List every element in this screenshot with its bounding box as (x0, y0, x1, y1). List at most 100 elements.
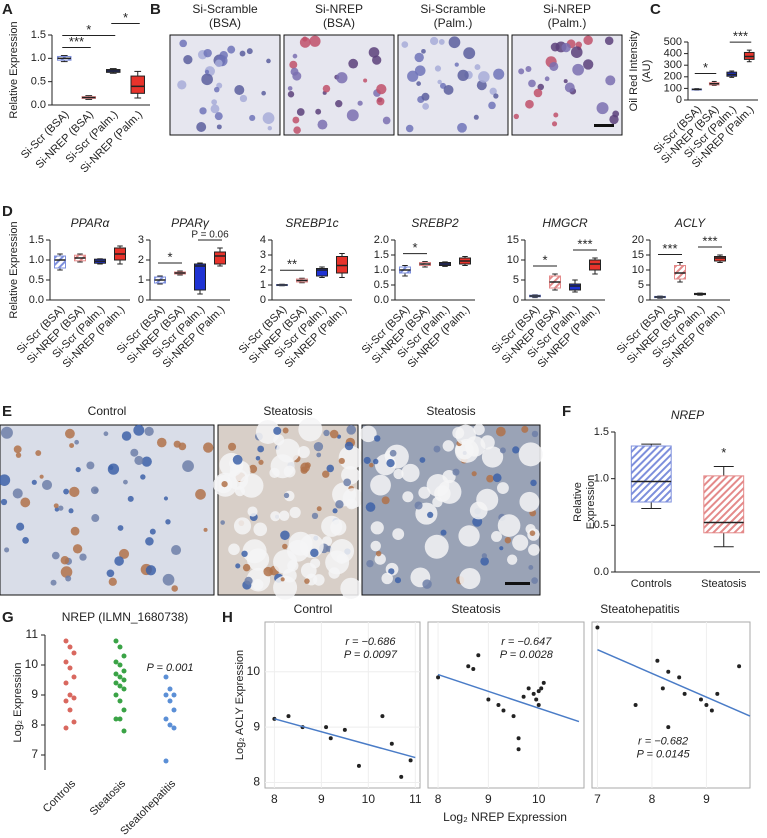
cell (63, 488, 70, 495)
cell (529, 530, 536, 536)
point (121, 707, 127, 713)
image-caption: Steatosis (263, 404, 312, 418)
significance-label: *** (733, 29, 748, 44)
y-tick-label: 10 (632, 264, 644, 276)
cell (103, 431, 109, 437)
cell (214, 112, 223, 121)
significance-label: * (86, 22, 91, 37)
cell (220, 520, 225, 525)
annotation: P = 0.0145 (637, 749, 691, 761)
point (342, 727, 347, 732)
cell (328, 567, 340, 579)
cell (360, 425, 377, 443)
point (501, 708, 506, 713)
significance-label: * (412, 240, 417, 255)
point (167, 686, 173, 692)
y-tick-label: 0 (138, 294, 144, 306)
cell (13, 445, 22, 454)
cell (315, 108, 322, 115)
cell (427, 511, 434, 518)
cell (605, 75, 616, 86)
cell (491, 530, 502, 542)
cell (239, 50, 246, 57)
cell (247, 506, 258, 517)
cell (481, 553, 487, 559)
cell (389, 449, 397, 457)
point (531, 691, 536, 696)
cell (544, 76, 550, 82)
cell (74, 439, 80, 445)
y-tick-label: 0.0 (29, 294, 44, 306)
cell (346, 425, 357, 435)
y-tick-label: 1.0 (29, 254, 44, 266)
point (113, 638, 119, 644)
cell (182, 460, 194, 472)
cell (302, 36, 308, 42)
chart-title: HMGCR (542, 216, 588, 230)
cell (22, 536, 29, 544)
plot-frame (264, 621, 421, 789)
cell (252, 579, 264, 591)
cell (609, 114, 619, 125)
cell (133, 424, 145, 436)
y-tick-label: 1 (138, 274, 144, 286)
image-caption: Steatosis (426, 404, 475, 418)
y-tick-label: 2.0 (374, 234, 389, 246)
cell (401, 463, 420, 483)
cell (233, 517, 252, 535)
significance-label: * (167, 249, 172, 264)
cell (145, 537, 154, 546)
chart-title: PPARα (71, 216, 111, 230)
y-tick-label: 0 (260, 294, 266, 306)
panel-label: H (222, 609, 233, 626)
point (113, 692, 119, 698)
cell (263, 566, 273, 577)
x-tick-label: 10 (532, 792, 546, 806)
y-axis-label: Relative (572, 482, 584, 522)
y-tick-label: 9 (253, 719, 260, 733)
cell (216, 124, 222, 130)
panel-label: G (2, 609, 14, 626)
cell (419, 457, 426, 463)
cell (583, 35, 593, 45)
cell (69, 486, 80, 498)
cell (525, 99, 534, 109)
cell (473, 423, 485, 436)
cell (246, 548, 270, 571)
cell (338, 457, 345, 465)
cell (227, 45, 236, 54)
cell (257, 445, 265, 453)
cell (313, 574, 325, 586)
cell (570, 46, 583, 58)
point (63, 638, 69, 644)
cell (0, 426, 13, 439)
cell (50, 579, 57, 586)
box (630, 445, 672, 503)
point (536, 689, 541, 694)
cell (313, 441, 324, 452)
chart-title: NREP (ILMN_1680738) (62, 610, 189, 624)
chart-title: ACLY (674, 216, 706, 230)
scale-bar (594, 124, 614, 127)
image-caption: (BSA) (323, 16, 355, 30)
panel-label: F (562, 403, 571, 420)
cell (15, 452, 22, 458)
cell (0, 474, 11, 486)
cell (114, 556, 124, 566)
y-tick-label: 7 (31, 747, 38, 761)
cell (201, 73, 213, 86)
chart-title: Control (294, 602, 333, 616)
y-tick-label: 8 (31, 717, 38, 731)
cell (177, 80, 187, 90)
y-tick-label: 2 (138, 254, 144, 266)
significance-label: *** (577, 236, 592, 251)
cell (422, 579, 432, 589)
cell (316, 452, 322, 458)
x-axis-label: Log₂ NREP Expression (443, 810, 567, 824)
cell (283, 492, 290, 499)
point (655, 658, 660, 663)
annotation: P = 0.001 (147, 662, 194, 674)
cell (156, 437, 167, 448)
annotation: P = 0.0097 (344, 649, 398, 661)
cell (495, 426, 506, 437)
